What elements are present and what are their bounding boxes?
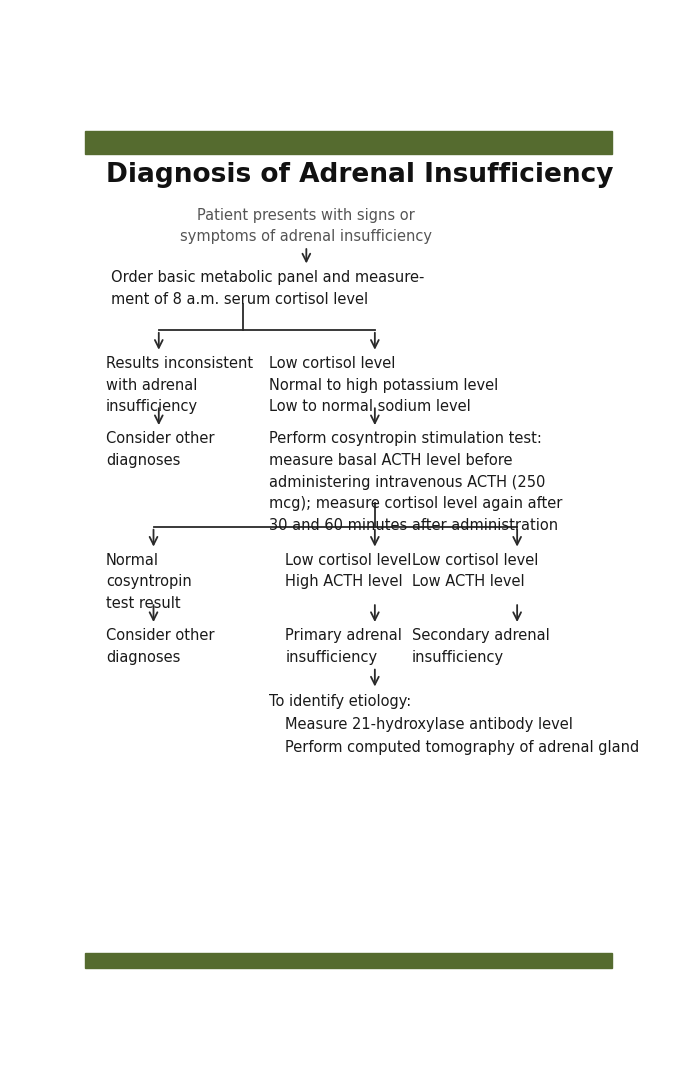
Text: Diagnosis of Adrenal Insufficiency: Diagnosis of Adrenal Insufficiency [106,161,613,187]
Text: Primary adrenal
insufficiency: Primary adrenal insufficiency [286,628,402,665]
Text: Results inconsistent
with adrenal
insufficiency: Results inconsistent with adrenal insuff… [106,356,253,415]
Text: Consider other
diagnoses: Consider other diagnoses [106,628,215,665]
Text: Perform computed tomography of adrenal gland: Perform computed tomography of adrenal g… [286,741,639,755]
Text: Low cortisol level
High ACTH level: Low cortisol level High ACTH level [286,553,411,590]
Text: Secondary adrenal
insufficiency: Secondary adrenal insufficiency [412,628,549,665]
Text: Perform cosyntropin stimulation test:
measure basal ACTH level before
administer: Perform cosyntropin stimulation test: me… [269,431,563,533]
Text: Normal
cosyntropin
test result: Normal cosyntropin test result [106,553,192,611]
Text: Measure 21-hydroxylase antibody level: Measure 21-hydroxylase antibody level [286,717,573,732]
Text: Low cortisol level
Low ACTH level: Low cortisol level Low ACTH level [412,553,538,590]
Text: Patient presents with signs or
symptoms of adrenal insufficiency: Patient presents with signs or symptoms … [180,208,432,244]
Text: Order basic metabolic panel and measure-
ment of 8 a.m. serum cortisol level: Order basic metabolic panel and measure-… [112,271,425,307]
Text: Low cortisol level
Normal to high potassium level
Low to normal sodium level: Low cortisol level Normal to high potass… [269,356,498,415]
Bar [85,131,612,154]
Bar [85,953,612,968]
Text: Consider other
diagnoses: Consider other diagnoses [106,431,215,468]
Text: To identify etiology:: To identify etiology: [269,693,411,708]
